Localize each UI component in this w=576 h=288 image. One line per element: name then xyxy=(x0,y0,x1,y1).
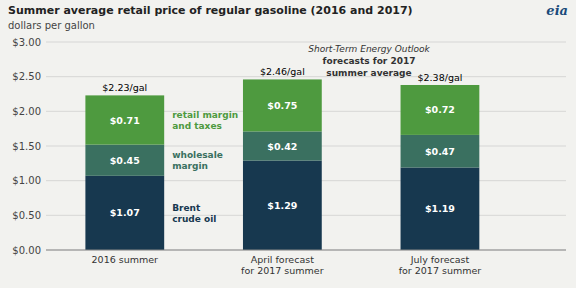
data-label: $0.72 xyxy=(425,104,455,115)
text-line: 2016 summer xyxy=(92,254,159,265)
text-line: July forecast xyxy=(410,254,470,265)
bar-segment xyxy=(85,145,164,176)
title: Summer average retail price of regular g… xyxy=(8,4,413,17)
y-tick-label: $2.00 xyxy=(12,106,41,117)
text-line: and taxes xyxy=(172,121,222,131)
grid-line xyxy=(46,250,566,251)
bar-segment xyxy=(85,176,164,250)
data-label: $1.19 xyxy=(425,203,455,214)
bar-segment xyxy=(401,85,480,135)
grid-line xyxy=(46,42,566,43)
bar-segment xyxy=(243,79,322,131)
y-tick-label: $2.50 xyxy=(12,71,41,82)
annotation: Short-Term Energy Outlook xyxy=(308,44,430,54)
bar-segment xyxy=(243,131,322,160)
data-label: $0.47 xyxy=(425,146,455,157)
legend-label: wholesalemargin xyxy=(172,150,223,171)
text-line: for 2017 summer xyxy=(399,265,482,276)
chart: Summer average retail price of regular g… xyxy=(0,0,576,288)
y-tick-label: $3.00 xyxy=(12,37,41,48)
y-tick-label: $0.50 xyxy=(12,210,41,221)
annotation: summer average xyxy=(326,68,411,78)
data-label: $0.71 xyxy=(110,115,140,126)
total-label: $2.46/gal xyxy=(260,66,305,77)
text-line: crude oil xyxy=(172,214,216,224)
logo: eia xyxy=(546,3,568,18)
y-tick-label: $1.00 xyxy=(12,175,41,186)
text-line: margin xyxy=(172,161,208,171)
y-tick-label: $0.00 xyxy=(12,245,41,256)
text-line: retail margin xyxy=(172,110,238,120)
data-label: $0.75 xyxy=(267,100,297,111)
bar-segment xyxy=(401,135,480,168)
legend-label: Brentcrude oil xyxy=(172,203,216,224)
labels: $1.07 Brentcrude oil $0.45 wholesalemargin $… xyxy=(102,66,462,223)
data-label: $0.45 xyxy=(110,155,140,166)
total-label: $2.23/gal xyxy=(102,82,147,93)
bar-segment xyxy=(401,167,480,250)
bars xyxy=(85,79,479,250)
background xyxy=(0,0,576,288)
subtitle: dollars per gallon xyxy=(8,20,95,31)
text-line: April forecast xyxy=(251,254,314,265)
bar-segment xyxy=(243,161,322,250)
x-axis-line xyxy=(46,250,566,251)
x-tick-label: July forecastfor 2017 summer xyxy=(399,254,482,276)
grid xyxy=(46,42,566,250)
x-tick-label: 2016 summer xyxy=(92,254,159,265)
y-tick-label: $1.50 xyxy=(12,141,41,152)
total-label: $2.38/gal xyxy=(417,72,462,83)
text-line: wholesale xyxy=(172,150,223,160)
bar-segment xyxy=(85,95,164,144)
text-line: for 2017 summer xyxy=(241,265,324,276)
grid-line xyxy=(46,76,566,77)
x-tick-label: April forecastfor 2017 summer xyxy=(241,254,324,276)
legend-label: retail marginand taxes xyxy=(172,110,238,131)
text-line: Brent xyxy=(172,203,201,213)
data-label: $0.42 xyxy=(267,141,297,152)
data-label: $1.29 xyxy=(267,200,297,211)
annotation: forecasts for 2017 xyxy=(323,56,416,66)
data-label: $1.07 xyxy=(110,207,140,218)
